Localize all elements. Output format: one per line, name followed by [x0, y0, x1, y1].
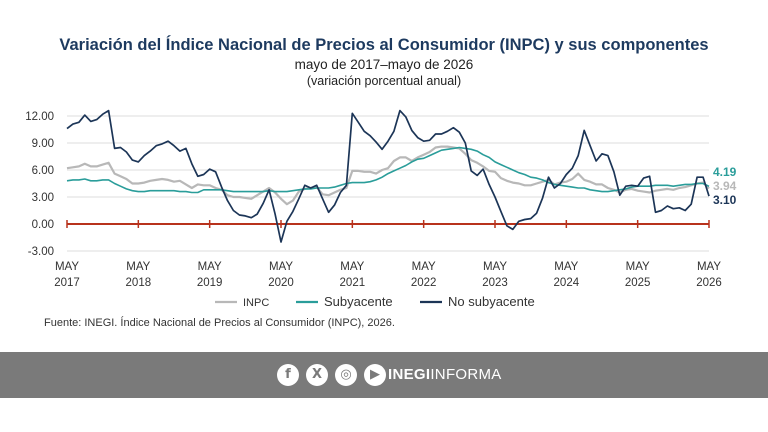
chart-unit-note: (variación porcentual anual) — [306, 74, 462, 88]
facebook-icon[interactable]: f — [277, 364, 299, 386]
end-value-label: 3.10 — [713, 193, 737, 207]
line-chart: 12.009.006.003.000.00-3.00MAY2017MAY2018… — [25, 109, 737, 309]
x-tick-label: MAY — [198, 261, 222, 273]
chart-subtitle: mayo de 2017–mayo de 2026 — [294, 57, 474, 72]
chart-title: Variación del Índice Nacional de Precios… — [59, 36, 709, 54]
x-tick-label: 2021 — [340, 277, 366, 289]
x-tick-label: 2019 — [197, 277, 223, 289]
x-tick-label: MAY — [340, 261, 364, 273]
x-tick-label: MAY — [269, 261, 293, 273]
x-tick-label: MAY — [412, 261, 436, 273]
series-line-subyacente — [66, 146, 710, 194]
x-icon[interactable]: X — [306, 364, 328, 386]
x-tick-label: MAY — [126, 261, 150, 273]
series-line-no-subyacente — [66, 109, 710, 243]
series-line-inpc — [66, 145, 710, 206]
brand-logo: INEGIINFORMA — [388, 366, 502, 383]
y-tick-label: 3.00 — [32, 192, 54, 204]
legend-label: INPC — [243, 297, 269, 309]
footer-bar: f X ◎ ▶ INEGIINFORMA — [0, 352, 768, 398]
x-tick-label: 2020 — [268, 277, 294, 289]
x-tick-label: MAY — [626, 261, 650, 273]
instagram-icon[interactable]: ◎ — [335, 364, 357, 386]
x-tick-label: 2026 — [696, 277, 722, 289]
legend-label: Subyacente — [324, 294, 393, 309]
x-tick-label: 2017 — [54, 277, 80, 289]
legend-label: No subyacente — [448, 294, 535, 309]
x-tick-label: MAY — [55, 261, 79, 273]
y-tick-label: 12.00 — [25, 111, 54, 123]
source-note: Fuente: INEGI. Índice Nacional de Precio… — [44, 317, 395, 329]
x-tick-label: 2025 — [625, 277, 651, 289]
end-value-label: 4.19 — [713, 165, 737, 179]
y-tick-label: 9.00 — [32, 138, 54, 150]
end-value-label: 3.94 — [713, 179, 737, 193]
x-tick-label: 2018 — [126, 277, 152, 289]
y-tick-label: 0.00 — [32, 219, 54, 231]
x-tick-label: MAY — [697, 261, 721, 273]
x-tick-label: 2024 — [554, 277, 580, 289]
youtube-icon[interactable]: ▶ — [364, 364, 386, 386]
x-tick-label: 2022 — [411, 277, 437, 289]
y-tick-label: 6.00 — [32, 165, 54, 177]
y-tick-label: -3.00 — [28, 246, 54, 258]
x-tick-label: 2023 — [482, 277, 508, 289]
x-tick-label: MAY — [554, 261, 578, 273]
x-tick-label: MAY — [483, 261, 507, 273]
